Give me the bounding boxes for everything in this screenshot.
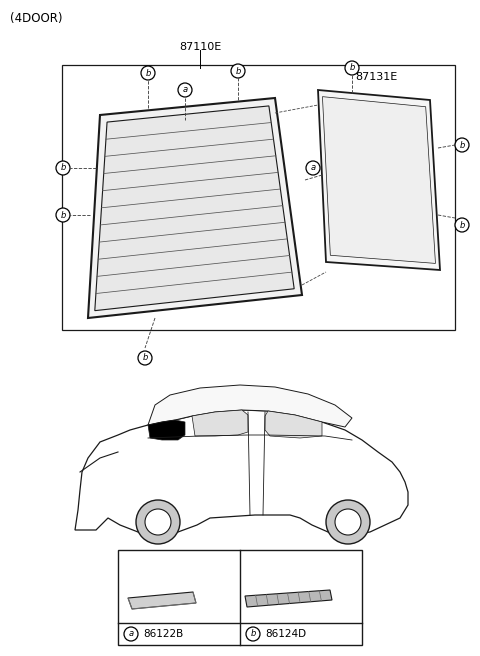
Polygon shape <box>95 106 294 311</box>
Circle shape <box>145 509 171 535</box>
Polygon shape <box>265 411 322 438</box>
Polygon shape <box>88 98 302 318</box>
Circle shape <box>345 61 359 75</box>
Text: b: b <box>60 211 66 220</box>
Text: b: b <box>235 66 240 75</box>
Polygon shape <box>148 385 352 427</box>
Text: 86124D: 86124D <box>265 629 306 639</box>
Circle shape <box>124 627 138 641</box>
Circle shape <box>178 83 192 97</box>
Circle shape <box>306 161 320 175</box>
Text: b: b <box>142 354 148 363</box>
Circle shape <box>56 161 70 175</box>
Polygon shape <box>75 410 408 535</box>
Circle shape <box>326 500 370 544</box>
Text: a: a <box>182 85 188 94</box>
Bar <box>62 65 455 330</box>
Bar <box>118 550 362 645</box>
Circle shape <box>56 208 70 222</box>
Polygon shape <box>128 592 196 609</box>
Text: 86122B: 86122B <box>143 629 183 639</box>
Circle shape <box>136 500 180 544</box>
Text: b: b <box>459 140 465 150</box>
Polygon shape <box>323 96 435 264</box>
Polygon shape <box>192 410 248 436</box>
Text: 87110E: 87110E <box>179 42 221 52</box>
Text: b: b <box>60 163 66 173</box>
Circle shape <box>231 64 245 78</box>
Circle shape <box>246 627 260 641</box>
Circle shape <box>335 509 361 535</box>
Polygon shape <box>318 90 440 270</box>
Circle shape <box>141 66 155 80</box>
Polygon shape <box>245 590 332 607</box>
Circle shape <box>455 138 469 152</box>
Polygon shape <box>148 420 185 440</box>
Text: b: b <box>145 68 151 77</box>
Circle shape <box>455 218 469 232</box>
Text: b: b <box>250 630 256 638</box>
Text: 87131E: 87131E <box>355 72 397 82</box>
Text: (4DOOR): (4DOOR) <box>10 12 62 25</box>
Text: b: b <box>459 220 465 230</box>
Text: a: a <box>311 163 315 173</box>
Circle shape <box>138 351 152 365</box>
Text: a: a <box>129 630 133 638</box>
Text: b: b <box>349 64 355 73</box>
